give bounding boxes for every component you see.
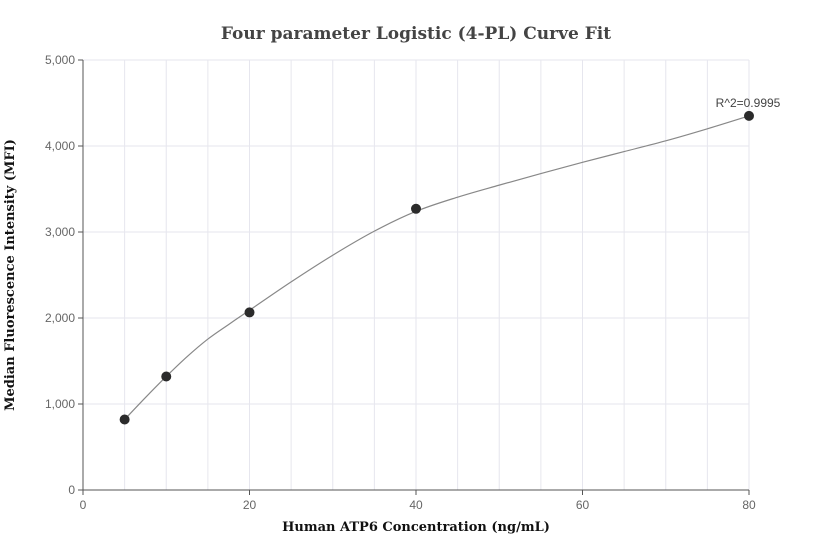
- data-point: [119, 414, 130, 425]
- x-tick-label: 80: [742, 498, 756, 512]
- chart-title: Four parameter Logistic (4-PL) Curve Fit: [221, 24, 611, 44]
- y-tick-label: 5,000: [45, 53, 75, 67]
- y-tick-label: 1,000: [45, 397, 75, 411]
- data-point: [744, 110, 754, 121]
- grid: [83, 59, 750, 490]
- data-point: [411, 203, 421, 214]
- x-tick-label: 0: [80, 498, 87, 512]
- r-squared-annotation: R^2=0.9995: [716, 96, 781, 110]
- tick-labels: 0 1,000 2,000 3,000 4,000 5,000 0 20 40 60 80: [45, 53, 756, 512]
- y-tick-label: 4,000: [45, 139, 75, 153]
- data-point: [161, 371, 172, 382]
- x-tick-label: 60: [576, 498, 590, 512]
- x-tick-label: 20: [243, 498, 257, 512]
- y-tick-label: 0: [68, 483, 75, 497]
- y-tick-label: 3,000: [45, 225, 75, 239]
- x-axis-title: Human ATP6 Concentration (ng/mL): [282, 520, 550, 535]
- y-axis-title: Median Fluorescence Intensity (MFI): [3, 139, 18, 411]
- x-tick-label: 40: [409, 498, 423, 512]
- fit-curve: [124, 115, 750, 420]
- data-points: [119, 110, 754, 425]
- data-point: [244, 307, 255, 318]
- y-tick-label: 2,000: [45, 311, 75, 325]
